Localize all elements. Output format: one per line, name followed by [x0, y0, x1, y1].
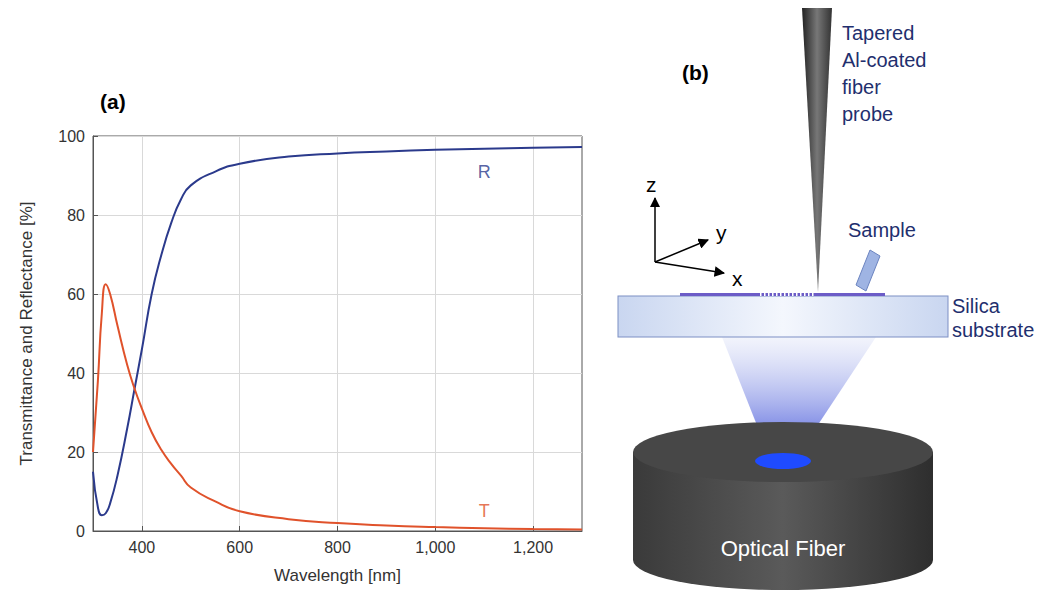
svg-text:20: 20 [67, 444, 85, 461]
svg-text:Tapered: Tapered [842, 22, 914, 44]
svg-text:600: 600 [226, 539, 253, 556]
svg-text:T: T [479, 501, 490, 521]
svg-text:R: R [478, 162, 491, 182]
svg-text:substrate: substrate [952, 319, 1034, 341]
svg-text:100: 100 [58, 128, 85, 145]
svg-text:y: y [716, 221, 727, 244]
svg-text:80: 80 [67, 207, 85, 224]
svg-text:0: 0 [76, 523, 85, 540]
svg-text:Wavelength [nm]: Wavelength [nm] [274, 566, 401, 585]
svg-text:Sample: Sample [848, 219, 916, 241]
svg-text:Transmittance and Reflectance: Transmittance and Reflectance [%] [17, 202, 36, 466]
svg-text:1,200: 1,200 [513, 539, 553, 556]
svg-text:(b): (b) [682, 61, 709, 84]
svg-text:z: z [646, 173, 657, 196]
svg-text:60: 60 [67, 286, 85, 303]
svg-text:Al-coated: Al-coated [842, 49, 927, 71]
svg-text:Silica: Silica [952, 295, 1001, 317]
svg-text:probe: probe [842, 103, 893, 125]
svg-text:800: 800 [324, 539, 351, 556]
svg-text:400: 400 [129, 539, 156, 556]
svg-text:40: 40 [67, 365, 85, 382]
svg-text:Optical Fiber: Optical Fiber [721, 536, 846, 561]
svg-text:(a): (a) [100, 90, 126, 113]
svg-text:fiber: fiber [842, 76, 881, 98]
svg-text:x: x [732, 267, 743, 290]
svg-text:1,000: 1,000 [415, 539, 455, 556]
